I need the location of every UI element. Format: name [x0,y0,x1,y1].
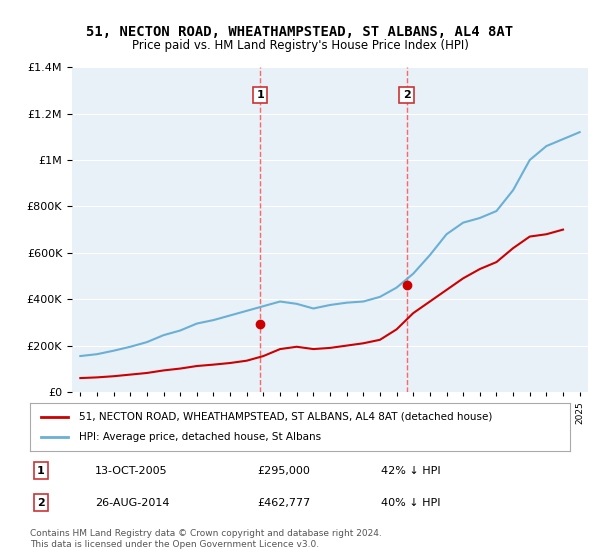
Text: Contains HM Land Registry data © Crown copyright and database right 2024.
This d: Contains HM Land Registry data © Crown c… [30,529,382,549]
Text: £462,777: £462,777 [257,498,310,508]
Text: £295,000: £295,000 [257,465,310,475]
Text: 26-AUG-2014: 26-AUG-2014 [95,498,169,508]
Text: 2: 2 [37,498,44,508]
Text: Price paid vs. HM Land Registry's House Price Index (HPI): Price paid vs. HM Land Registry's House … [131,39,469,52]
Text: HPI: Average price, detached house, St Albans: HPI: Average price, detached house, St A… [79,432,321,442]
Text: 13-OCT-2005: 13-OCT-2005 [95,465,167,475]
Text: 51, NECTON ROAD, WHEATHAMPSTEAD, ST ALBANS, AL4 8AT (detached house): 51, NECTON ROAD, WHEATHAMPSTEAD, ST ALBA… [79,412,492,422]
Text: 42% ↓ HPI: 42% ↓ HPI [381,465,440,475]
Text: 51, NECTON ROAD, WHEATHAMPSTEAD, ST ALBANS, AL4 8AT: 51, NECTON ROAD, WHEATHAMPSTEAD, ST ALBA… [86,25,514,39]
Text: 1: 1 [256,90,264,100]
Text: 40% ↓ HPI: 40% ↓ HPI [381,498,440,508]
Text: 1: 1 [37,465,44,475]
Text: 2: 2 [403,90,410,100]
